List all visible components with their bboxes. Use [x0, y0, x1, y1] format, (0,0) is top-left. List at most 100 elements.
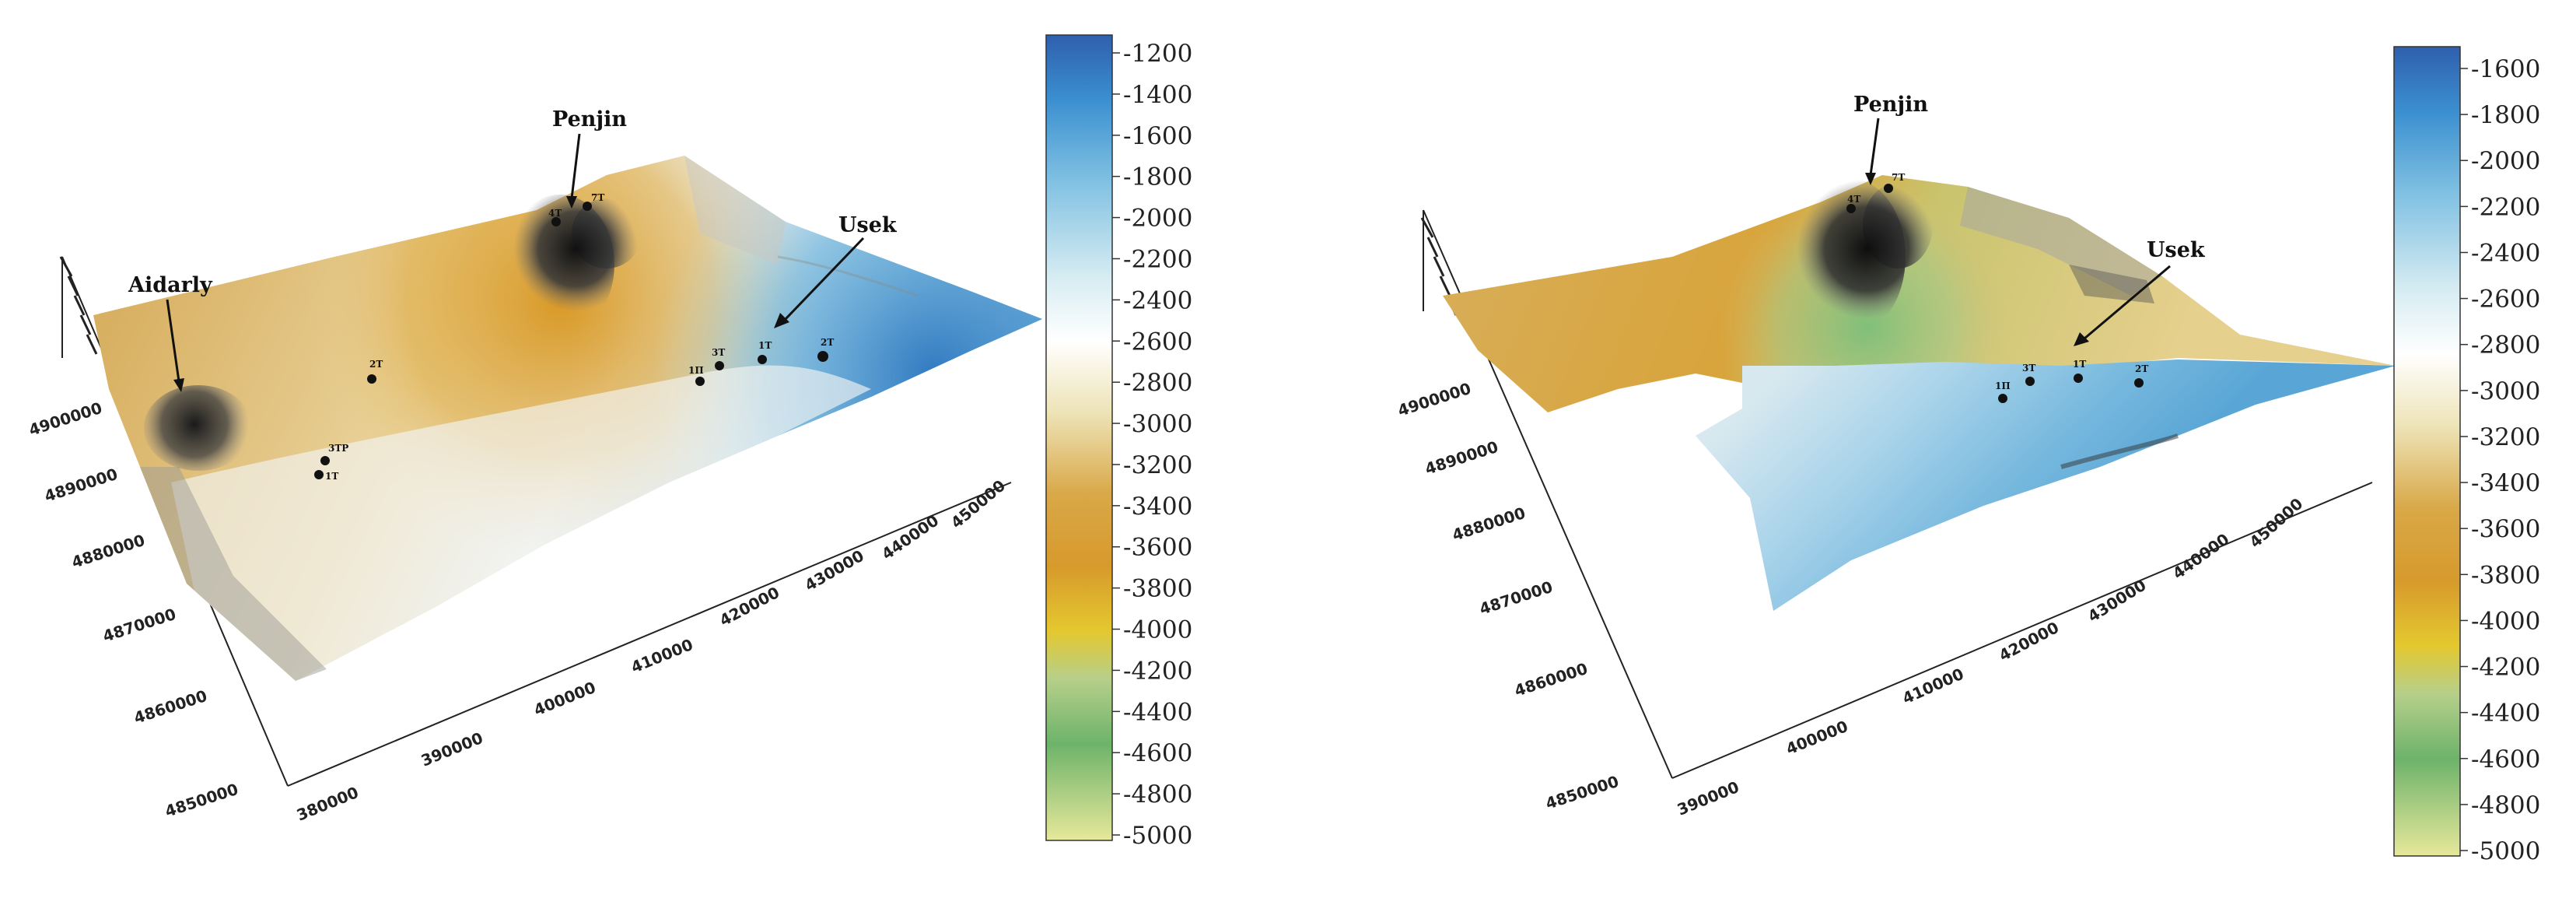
left-y-tick: 4880000 [69, 531, 147, 572]
colorbar-tick-label: -5000 [2471, 837, 2540, 865]
colorbar-tick-label: -4800 [2471, 791, 2540, 819]
colorbar-tick-label: -1400 [1123, 81, 1192, 109]
left-x-tick: 400000 [531, 678, 598, 720]
colorbar-tick-label: -1800 [2471, 101, 2540, 129]
right-y-axis: 4850000 4860000 4870000 4880000 4890000 … [1395, 379, 1621, 813]
well-marker [1846, 204, 1856, 213]
right-x-tick: 450000 [2245, 494, 2306, 552]
left-x-tick: 430000 [802, 546, 867, 595]
well-marker [2074, 374, 2083, 383]
colorbar-tick-label: -3000 [2471, 377, 2540, 405]
well-label: 1П [1995, 381, 2011, 391]
left-x-tick: 440000 [878, 511, 942, 564]
colorbar-tick-label: -3000 [1123, 410, 1192, 438]
left-y-tick: 4900000 [26, 398, 104, 440]
arrow-usek-head [774, 313, 789, 328]
colorbar-tick-label: -3800 [2471, 561, 2540, 589]
colorbar-tick-label: -4200 [2471, 654, 2540, 682]
colorbar-tick-label: -4000 [1123, 616, 1192, 644]
colorbar-tick-label: -2400 [1123, 286, 1192, 314]
arrow-penjin [570, 133, 581, 199]
right-x-tick: 420000 [1996, 618, 2062, 665]
right-x-tick: 410000 [1899, 665, 1966, 708]
colorbar-tick-label: -4000 [2471, 607, 2540, 635]
place-label-usek: Usek [2147, 238, 2206, 262]
well-label: 2T [2135, 363, 2148, 374]
right-wells: 4T 7T 1П 3T 1T 2T [1846, 172, 2148, 403]
colorbar-tick-label: -3400 [2471, 469, 2540, 497]
right-y-tick: 4890000 [1423, 437, 1500, 479]
right-y-tick: 4900000 [1395, 379, 1473, 420]
well-label: 1П [688, 365, 704, 376]
arrow-aidarly-head [173, 378, 184, 392]
colorbar-tick-label: -3600 [2471, 515, 2540, 543]
arrow-penjin-head [566, 196, 577, 209]
place-label-usek: Usek [838, 213, 898, 237]
colorbar-tick-label: -2800 [1123, 369, 1192, 397]
colorbar-tick-label: -4600 [2471, 745, 2540, 773]
well-label: 7T [591, 192, 604, 203]
arrow-usek [784, 237, 865, 321]
well-label: 3T [2022, 363, 2035, 374]
colorbar-tick-label: -2200 [1123, 245, 1192, 273]
right-surface [1443, 175, 2396, 611]
right-x-tick: 400000 [1783, 717, 1850, 759]
left-z-ticks [59, 256, 98, 355]
well-label: 1T [325, 471, 338, 482]
right-x-tick: 390000 [1675, 777, 1741, 819]
well-label: 1T [2073, 359, 2086, 370]
colorbar-tick-label: -5000 [1123, 822, 1192, 850]
well-label: 4T [1847, 194, 1860, 205]
colorbar-tick-label: -2400 [2471, 239, 2540, 267]
well-label: 4T [548, 208, 562, 219]
colorbar-tick-label: -3200 [2471, 423, 2540, 451]
well-marker [551, 217, 561, 226]
well-label: 2T [821, 337, 834, 348]
well-label: 1T [758, 340, 772, 351]
place-label-aidarly: Aidarly [128, 273, 213, 297]
colorbar-tick-label: -4200 [1123, 657, 1192, 685]
place-label-penjin: Penjin [1853, 93, 1928, 117]
arrow-penjin-head [1865, 173, 1876, 185]
left-panel: 380000 390000 400000 410000 420000 43000… [26, 34, 1192, 850]
colorbar-tick-label: -1200 [1123, 40, 1192, 68]
well-label: 3TP [328, 443, 348, 454]
well-marker [1884, 184, 1893, 193]
colorbar-tick-label: -4400 [1123, 698, 1192, 726]
colorbar-tick-label: -2600 [2471, 286, 2540, 314]
left-colorbar-ticks: -1200 -1400 -1600 -1800 -2000 -2200 -2400 -2600… [1112, 40, 1192, 850]
colorbar-tick-label: -4800 [1123, 780, 1192, 809]
left-x-tick: 420000 [716, 583, 782, 630]
left-colorbar: -1200 -1400 -1600 -1800 -2000 -2200 -2400 -2600… [1045, 34, 1192, 850]
left-colorbar-bar [1045, 34, 1113, 841]
colorbar-tick-label: -2000 [1123, 205, 1192, 233]
left-x-tick: 410000 [628, 635, 695, 677]
left-x-tick: 450000 [947, 476, 1009, 532]
arrow-penjin [1869, 118, 1880, 176]
right-y-tick: 4880000 [1450, 503, 1528, 545]
well-marker [314, 470, 324, 479]
left-x-tick: 380000 [294, 783, 361, 825]
right-annotations: Penjin Usek [1853, 93, 2206, 346]
well-label: 2T [369, 359, 383, 370]
colorbar-tick-label: -1600 [1123, 122, 1192, 150]
well-label: 3T [712, 347, 725, 358]
right-colorbar-ticks: -1600 -1800 -2000 -2200 -2400 -2600 -2800 -3000… [2460, 55, 2540, 865]
well-marker [817, 351, 828, 362]
left-x-tick: 390000 [418, 728, 485, 770]
well-marker [695, 377, 705, 386]
right-x-tick: 440000 [2169, 530, 2233, 583]
left-annotations: Penjin Usek Aidarly [128, 107, 898, 392]
left-y-tick: 4870000 [100, 605, 178, 646]
right-colorbar: -1600 -1800 -2000 -2200 -2400 -2600 -2800 -3000… [2393, 46, 2540, 865]
colorbar-tick-label: -2800 [2471, 331, 2540, 360]
arrow-usek-head [2074, 332, 2089, 346]
colorbar-tick-label: -4400 [2471, 700, 2540, 728]
well-marker [2134, 378, 2144, 388]
arrow-usek [2084, 265, 2171, 340]
well-marker [583, 202, 592, 211]
arrow-aidarly [166, 299, 180, 382]
colorbar-tick-label: -3800 [1123, 575, 1192, 603]
right-y-tick: 4870000 [1477, 577, 1555, 619]
